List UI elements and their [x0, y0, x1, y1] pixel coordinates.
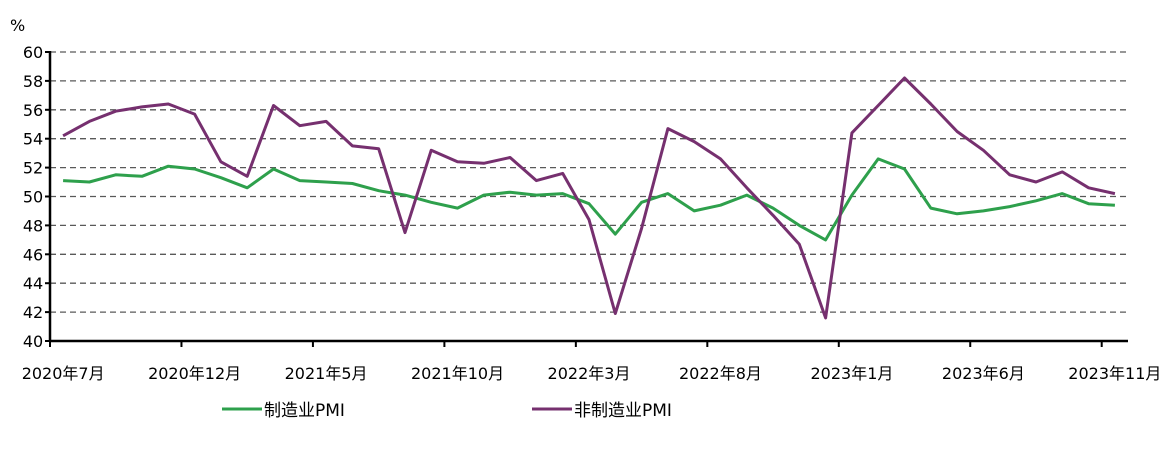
- x-tick-label: 2023年1月: [810, 364, 893, 383]
- y-tick-label: 60: [23, 43, 43, 62]
- series-lines: [62, 76, 1116, 320]
- y-tick-label: 56: [23, 101, 43, 120]
- gridlines: [50, 51, 1128, 313]
- y-tick-label: 42: [23, 303, 43, 322]
- x-tick-label: 2021年10月: [411, 364, 504, 383]
- manufacturing-pmi-line: [63, 157, 1115, 242]
- legend-item-non-manufacturing: 非制造业PMI: [532, 401, 672, 421]
- legend-item-manufacturing: 制造业PMI: [222, 401, 345, 421]
- x-tick-label: 2022年3月: [548, 364, 631, 383]
- non-manufacturing-pmi-line: [62, 76, 1116, 320]
- legend-label-manufacturing: 制造业PMI: [264, 401, 345, 421]
- y-tick-label: 48: [23, 216, 43, 235]
- x-tick-label: 2020年12月: [148, 364, 241, 383]
- y-axis: 40 42 44 46 48 50 52 54 56 58 60: [23, 43, 52, 351]
- x-tick-label: 2020年7月: [22, 364, 105, 383]
- y-tick-label: 44: [23, 274, 43, 293]
- x-axis: 2020年7月 2020年12月 2021年5月 2021年10月 2022年3月 202…: [22, 339, 1161, 383]
- y-tick-label: 58: [23, 72, 43, 91]
- x-tick-label: 2022年8月: [679, 364, 762, 383]
- y-tick-label: 52: [23, 159, 43, 178]
- y-tick-label: 54: [23, 130, 43, 149]
- y-tick-label: 50: [23, 188, 43, 207]
- x-tick-label: 2023年11月: [1068, 364, 1161, 383]
- x-tick-label: 2023年6月: [942, 364, 1025, 383]
- x-tick-label: 2021年5月: [285, 364, 368, 383]
- y-tick-label: 40: [23, 332, 43, 351]
- legend-label-non-manufacturing: 非制造业PMI: [574, 401, 672, 421]
- legend: 制造业PMI 非制造业PMI: [222, 401, 672, 421]
- y-axis-unit-label: %: [10, 16, 25, 35]
- y-tick-label: 46: [23, 245, 43, 264]
